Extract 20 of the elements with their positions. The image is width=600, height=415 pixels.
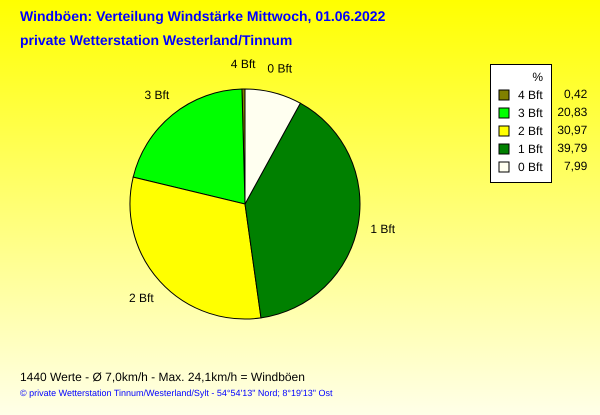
slice-label: 4 Bft (230, 57, 256, 72)
data-label: 0,42 (562, 87, 588, 101)
legend-title: % (532, 70, 544, 84)
legend-label: 2 Bft (518, 124, 544, 138)
slice-label: 0 Bft (267, 61, 293, 76)
data-label: 7,99 (562, 159, 588, 173)
slice-label: 2 Bft (129, 291, 154, 306)
data-label: 20,83 (556, 105, 588, 119)
chart-subtitle: private Wetterstation Westerland/Tinnum (20, 32, 292, 48)
data-label: 30,97 (556, 123, 588, 137)
text: © private Wetterstation Tinnum/Westerland/Sylt - 54°54'13" Nord; 8°19'13" Ost (20, 388, 332, 398)
chart-title: Windböen: Verteilung Windstärke Mittwoch, 01.06.2022 (20, 8, 386, 24)
legend-label: 0 Bft (518, 160, 544, 174)
slice-label: 3 Bft (144, 88, 170, 102)
legend-label: 4 Bft (518, 88, 544, 102)
slice-label: 1 Bft (370, 222, 396, 236)
data-label: 39,79 (556, 141, 588, 155)
text: 1440 Werte - Ø 7,0km/h - Max. 24,1km/h = Windböen (20, 370, 305, 384)
legend-label: 1 Bft (518, 142, 544, 156)
legend-label: 3 Bft (518, 106, 544, 120)
